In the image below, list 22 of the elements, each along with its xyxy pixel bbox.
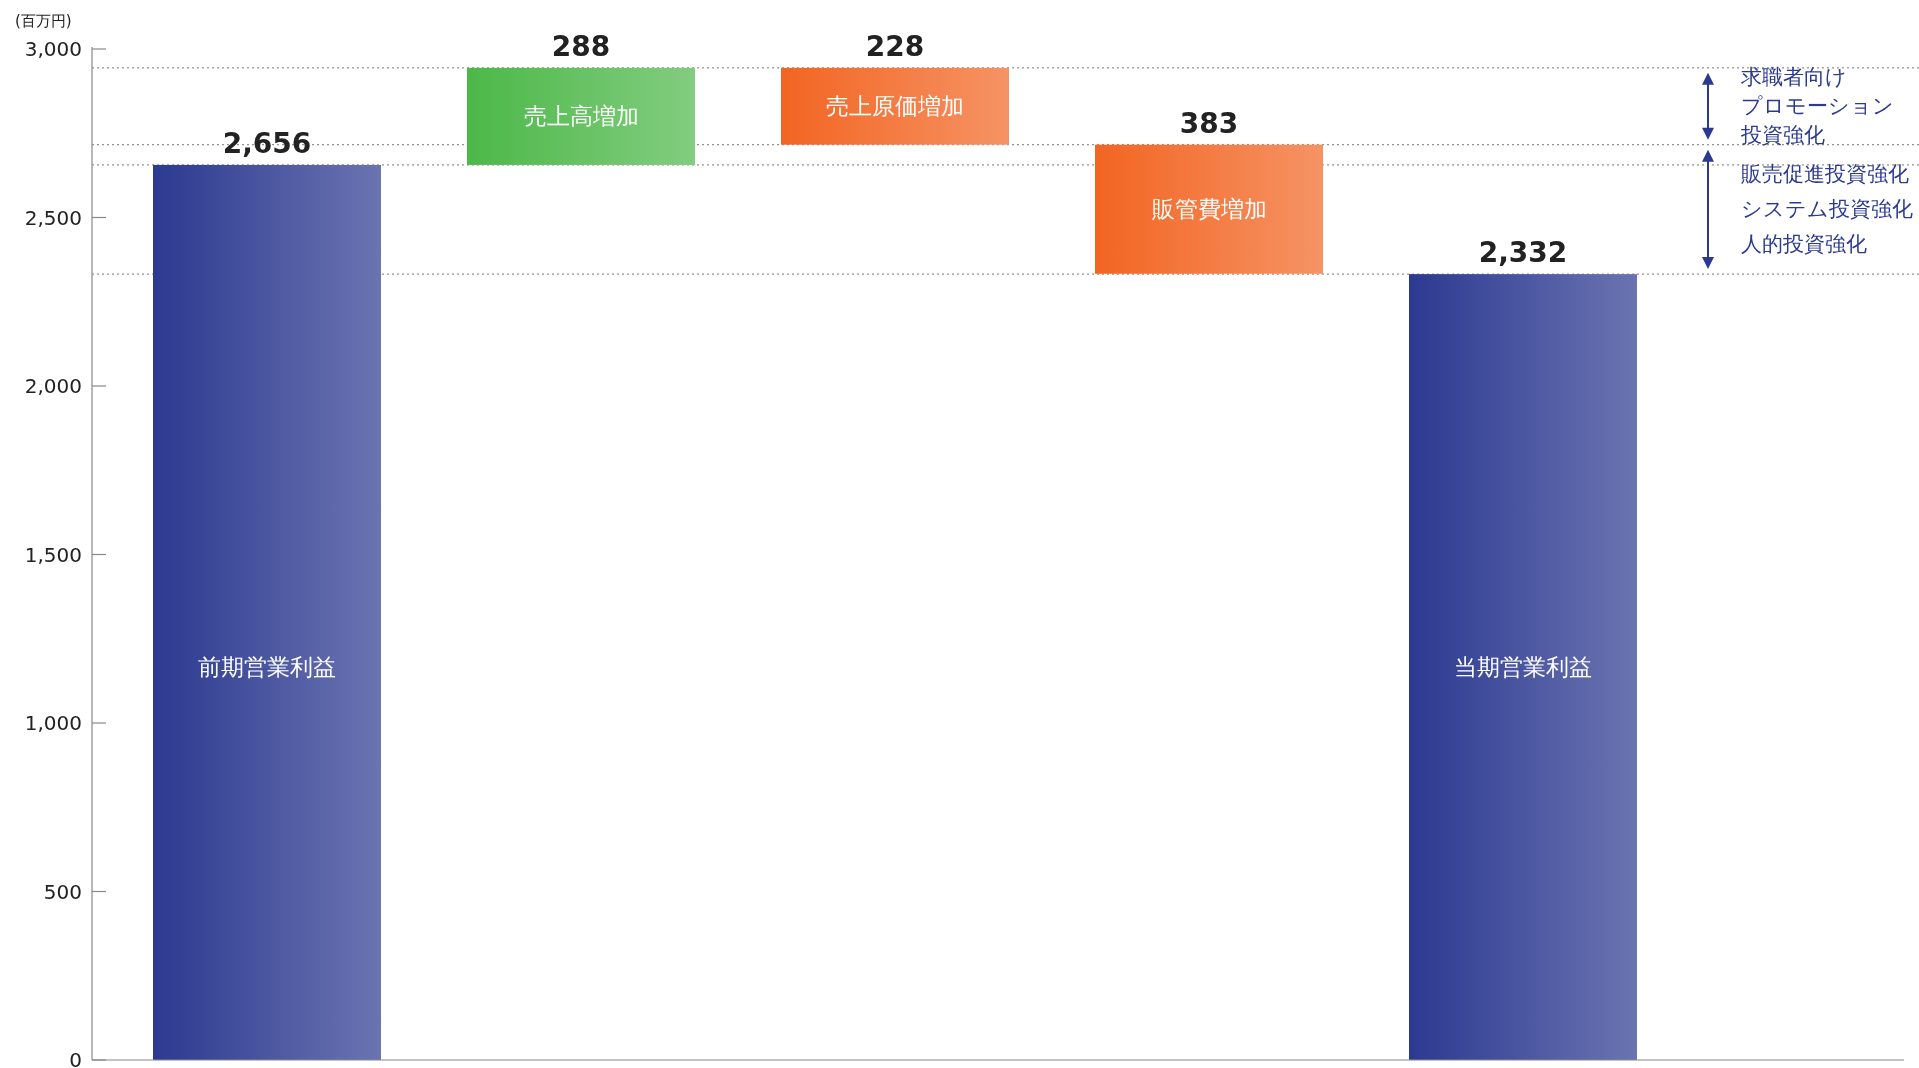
y-tick-label: 2,000 [24,374,82,398]
data-label: 228 [865,29,925,63]
data-label: 2,656 [222,126,312,160]
x-tick-label: 販管費増加 [1151,196,1267,223]
y-tick-label: 2,500 [24,205,82,230]
annotation: システム投資強化 [1741,197,1913,222]
y-tick-label: 1,500 [24,542,82,567]
annotation: 販売促進投資強化 [1741,162,1909,187]
x-tick-label: 前期営業利益 [198,654,336,681]
data-label: 2,332 [1478,236,1568,270]
x-tick-label: 当期営業利益 [1454,654,1592,681]
data-label: 383 [1179,106,1239,140]
y-axis-title: (百万円) [15,12,72,30]
y-tick-label: 500 [43,879,82,904]
data-label: 288 [551,29,611,63]
annotation: 人的投資強化 [1741,232,1867,257]
x-tick-label: 売上原価増加 [826,93,964,120]
y-tick-label: 0 [69,1048,82,1068]
y-tick-label: 3,000 [24,37,82,61]
annotation: 求職者向けプロモーション投資強化 [1740,65,1894,148]
x-tick-label: 売上高増加 [523,103,639,130]
y-tick-label: 1,000 [24,711,82,735]
